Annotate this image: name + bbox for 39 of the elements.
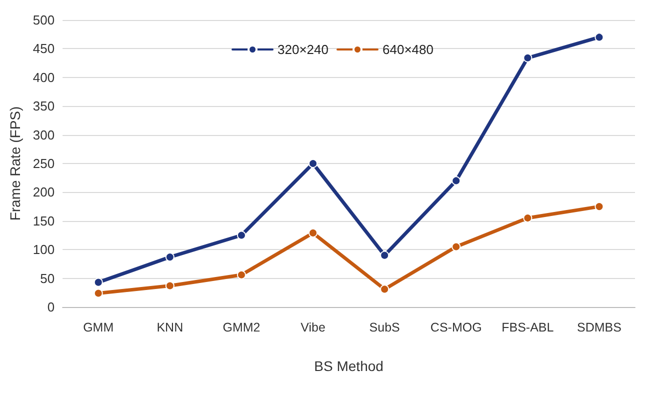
point	[94, 288, 103, 298]
x-tick-label: KNN	[156, 320, 184, 334]
y-tick-label: 0	[47, 300, 55, 314]
x-tick-label: SubS	[369, 320, 400, 334]
y-tick-label: 100	[32, 242, 55, 258]
point	[594, 32, 604, 42]
point	[523, 53, 532, 62]
point	[236, 270, 246, 280]
legend-label: 640×480	[382, 42, 434, 57]
point	[165, 281, 174, 290]
y-tick-label: 500	[32, 12, 55, 28]
point	[380, 284, 390, 294]
y-tick-label: 300	[32, 127, 55, 142]
y-tick-label: 250	[32, 156, 55, 171]
y-axis-title: Frame Rate (FPS)	[7, 106, 23, 221]
point	[594, 202, 604, 212]
y-tick-label: 400	[32, 70, 55, 85]
point	[523, 214, 532, 223]
x-tick-label: FBS-ABL	[502, 320, 554, 334]
point	[380, 250, 390, 260]
legend-label: 320×240	[278, 42, 329, 57]
x-tick-label: SDMBS	[577, 320, 622, 334]
point	[94, 278, 103, 287]
x-axis-title: BS Method	[314, 358, 384, 374]
x-tick-label: GMM2	[222, 320, 260, 334]
y-tick-label: 150	[32, 213, 55, 228]
point	[452, 176, 461, 186]
x-tick-label: Vibe	[300, 320, 326, 334]
y-tick-label: 200	[32, 184, 55, 200]
y-tick-label: 350	[32, 98, 55, 114]
x-tick-label: GMM	[83, 320, 114, 334]
point	[452, 242, 461, 252]
x-tick-label: CS-MOG	[430, 320, 482, 334]
point	[308, 159, 318, 168]
point	[165, 252, 174, 262]
point	[236, 230, 246, 240]
point	[308, 228, 318, 238]
y-tick-label: 50	[40, 270, 55, 286]
y-tick-label: 450	[32, 41, 55, 56]
